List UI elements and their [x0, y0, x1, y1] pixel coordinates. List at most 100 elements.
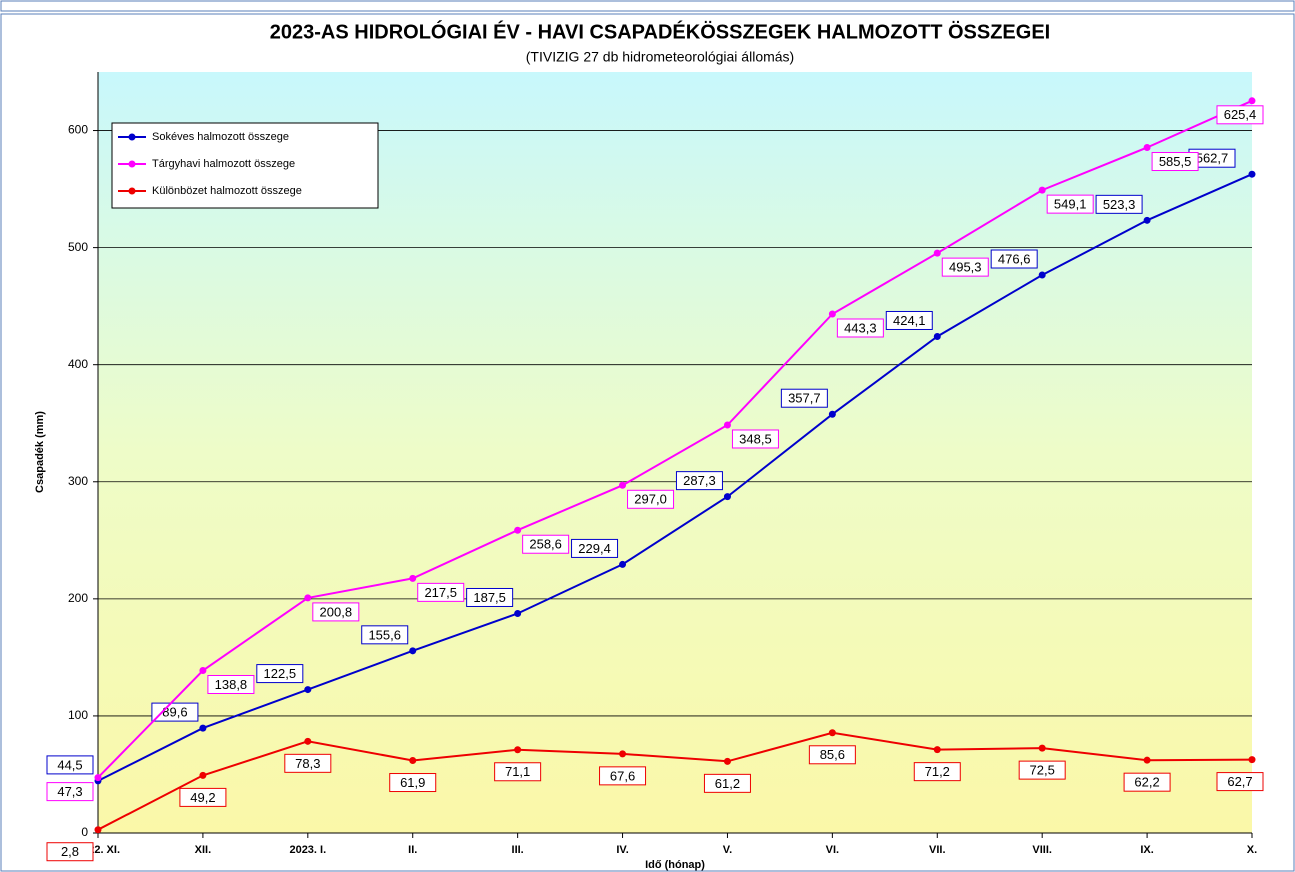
data-point: [199, 666, 207, 674]
label-box: [1095, 194, 1143, 214]
label-box: [703, 773, 751, 793]
label-box: [913, 762, 961, 782]
label-box: [1216, 772, 1264, 792]
data-point: [409, 757, 417, 765]
data-point: [409, 574, 417, 582]
data-label: 348,5: [739, 431, 772, 446]
data-point: [619, 750, 627, 758]
data-point: [94, 774, 102, 782]
data-point: [199, 724, 207, 732]
y-tick-label: 200: [68, 591, 88, 605]
data-point: [1143, 216, 1151, 224]
y-tick-label: 0: [81, 825, 88, 839]
data-label: 2,8: [61, 844, 79, 859]
legend-marker: [128, 133, 136, 141]
data-label: 562,7: [1196, 151, 1229, 166]
data-point: [514, 609, 522, 617]
data-label: 443,3: [844, 320, 877, 335]
data-point: [723, 493, 731, 501]
label-box: [179, 787, 227, 807]
data-label: 585,5: [1159, 154, 1192, 169]
top-strip: [0, 0, 1295, 12]
data-label: 495,3: [949, 260, 982, 275]
x-tick-label: V.: [723, 844, 732, 856]
legend-marker: [128, 160, 136, 168]
label-box: [46, 755, 94, 775]
data-label: 61,2: [715, 776, 740, 791]
data-point: [514, 746, 522, 754]
y-tick-label: 400: [68, 357, 88, 371]
x-tick-label: VI.: [826, 844, 839, 856]
legend-label: Sokéves halmozott összege: [152, 131, 289, 143]
data-label: 71,2: [925, 764, 950, 779]
data-point: [94, 826, 102, 834]
data-label: 200,8: [320, 604, 353, 619]
label-box: [207, 674, 255, 694]
label-box: [1018, 760, 1066, 780]
chart-title: 2023-AS HIDROLÓGIAI ÉV - HAVI CSAPADÉKÖS…: [270, 19, 1050, 43]
data-point: [514, 526, 522, 534]
x-tick-label: IV.: [616, 844, 628, 856]
data-label: 217,5: [424, 585, 457, 600]
data-label: 155,6: [368, 627, 401, 642]
label-box: [361, 625, 409, 645]
label-box: [46, 782, 94, 802]
data-label: 85,6: [820, 747, 845, 762]
label-box: [941, 257, 989, 277]
label-box: [494, 762, 542, 782]
x-axis-label: Idő (hónap): [645, 859, 705, 871]
data-point: [199, 771, 207, 779]
label-box: [990, 249, 1038, 269]
label-box: [466, 587, 514, 607]
legend-marker: [128, 187, 136, 195]
data-point: [1038, 744, 1046, 752]
data-point: [723, 757, 731, 765]
data-label: 138,8: [215, 677, 248, 692]
data-label: 357,7: [788, 391, 821, 406]
x-tick-label: III.: [512, 844, 524, 856]
data-label: 44,5: [57, 757, 82, 772]
label-box: [522, 534, 570, 554]
label-box: [599, 766, 647, 786]
data-label: 62,7: [1227, 774, 1252, 789]
data-label: 72,5: [1030, 763, 1055, 778]
data-label: 187,5: [473, 590, 506, 605]
series-line: [97, 731, 1253, 831]
x-tick-label: IX.: [1140, 844, 1153, 856]
y-tick-label: 600: [68, 123, 88, 137]
data-label: 523,3: [1103, 197, 1136, 212]
data-point: [1248, 97, 1256, 105]
data-point: [933, 746, 941, 754]
data-point: [1143, 144, 1151, 152]
label-box: [284, 753, 332, 773]
label-box: [417, 582, 465, 602]
data-label: 49,2: [190, 790, 215, 805]
data-label: 62,2: [1134, 775, 1159, 790]
data-point: [1248, 756, 1256, 764]
data-point: [1143, 756, 1151, 764]
data-point: [933, 332, 941, 340]
data-point: [304, 737, 312, 745]
data-point: [619, 481, 627, 489]
legend-box: [111, 122, 379, 209]
data-point: [304, 686, 312, 694]
data-label: 122,5: [264, 666, 297, 681]
y-tick-label: 100: [68, 708, 88, 722]
x-tick-label: II.: [408, 844, 417, 856]
data-label: 424,1: [893, 313, 926, 328]
data-point: [723, 421, 731, 429]
data-label: 258,6: [529, 537, 562, 552]
label-box: [389, 773, 437, 793]
label-box: [780, 388, 828, 408]
data-label: 549,1: [1054, 197, 1087, 212]
y-tick-label: 300: [68, 474, 88, 488]
x-tick-label: XII.: [195, 844, 212, 856]
data-label: 287,3: [683, 473, 716, 488]
x-tick-label: 2023. I.: [289, 844, 326, 856]
y-tick-label: 500: [68, 240, 88, 254]
label-box: [836, 318, 884, 338]
y-axis-label: Csapadék (mm): [34, 411, 46, 493]
label-box: [1151, 152, 1199, 172]
data-point: [619, 560, 627, 568]
chart-subtitle: (TIVIZIG 27 db hidrometeorológiai állomá…: [526, 49, 794, 65]
